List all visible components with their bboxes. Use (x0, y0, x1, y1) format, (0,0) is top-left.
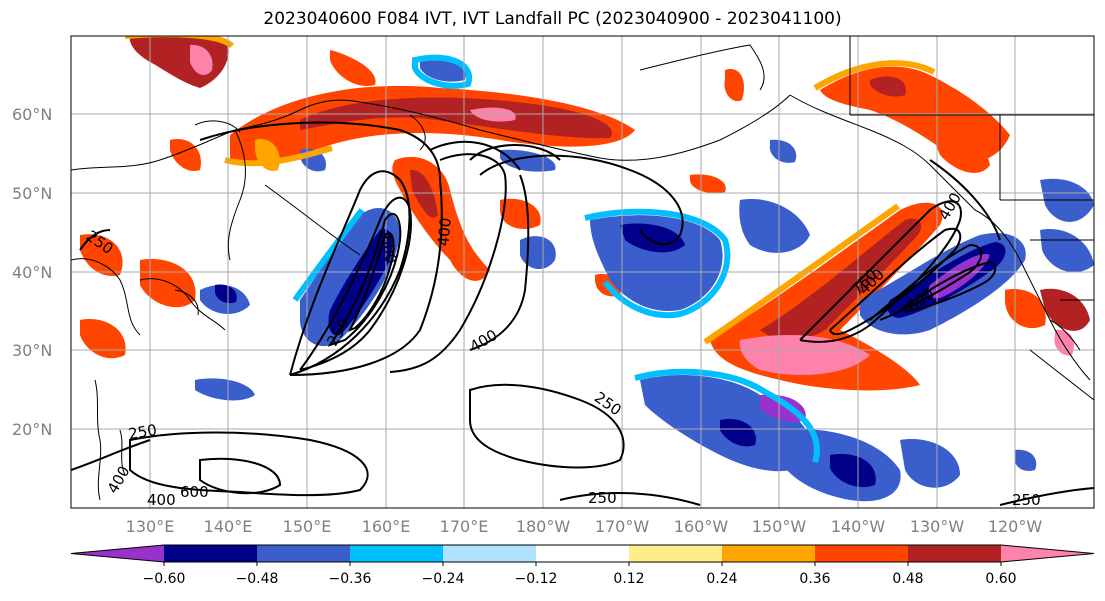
colorbar-swatch (536, 545, 630, 562)
lat-label-40n: 40°N (12, 263, 52, 282)
lat-label-30n: 30°N (12, 341, 52, 360)
lat-label-20n: 20°N (12, 420, 52, 439)
contour-label: 250 (127, 421, 158, 444)
map-frame (70, 35, 1095, 509)
colorbar-swatch (257, 545, 351, 562)
lon-label: 130°E (126, 517, 175, 536)
colorbar-tick-label: 0.36 (799, 571, 830, 587)
colorbar-tick-label: 0.48 (892, 571, 923, 587)
longitude-labels: 130°E 140°E 150°E 160°E 170°E 180°W 170°… (126, 517, 1043, 536)
map-panel: 250 400 600 400 250 400 250 400 250 400 … (71, 36, 1094, 509)
lon-label: 140°E (204, 517, 253, 536)
lon-label: 160°W (674, 517, 729, 536)
colorbar-tick-label: −0.12 (515, 571, 558, 587)
colorbar-swatch (629, 545, 723, 562)
latitude-labels: 60°N 50°N 40°N 30°N 20°N (12, 105, 52, 439)
colorbar-tick-label: 0.12 (613, 571, 644, 587)
lon-label: 170°E (440, 517, 489, 536)
contour-label: 400 (147, 491, 176, 509)
contour-label: 400 (434, 217, 454, 247)
colorbar-tick-label: −0.36 (329, 571, 372, 587)
lon-label: 180°W (516, 517, 571, 536)
contour-label: 250 (1012, 491, 1041, 509)
colorbar-labels: −0.60 −0.48 −0.36 −0.24 −0.12 0.12 0.24 0.36 0.4… (143, 562, 1017, 587)
lat-label-60n: 60°N (12, 105, 52, 124)
colorbar-tick-label: −0.60 (143, 571, 186, 587)
colorbar-tick-label: −0.48 (236, 571, 279, 587)
lon-label: 120°W (988, 517, 1043, 536)
lat-label-50n: 50°N (12, 184, 52, 203)
lon-label: 150°W (752, 517, 807, 536)
colorbar-tick-label: 0.24 (706, 571, 737, 587)
colorbar-swatch (908, 545, 1002, 562)
colorbar-swatch (164, 545, 258, 562)
colorbar-swatch (443, 545, 537, 562)
weak-anomaly-halos (125, 36, 936, 463)
colorbar-swatch (1001, 545, 1094, 562)
colorbar (70, 544, 1095, 563)
map-title: 2023040600 F084 IVT, IVT Landfall PC (20… (263, 9, 842, 29)
contour-label: 600 (377, 234, 400, 265)
lon-label: 130°W (910, 517, 965, 536)
contour-labels: 250 400 600 400 250 400 250 400 250 400 … (83, 189, 1041, 509)
lon-label: 140°W (831, 517, 886, 536)
colorbar-swatch (71, 545, 164, 562)
coastlines (71, 36, 1094, 501)
contour-label: 250 (588, 489, 617, 507)
colorbar-tick-label: −0.24 (422, 571, 465, 587)
colorbar-tick-label: 0.60 (985, 571, 1016, 587)
colorbar-swatch (815, 545, 909, 562)
lon-label: 170°W (595, 517, 650, 536)
contour-label: 600 (180, 483, 209, 501)
colorbar-swatch (350, 545, 444, 562)
lon-label: 160°E (362, 517, 411, 536)
ivt-contours (71, 121, 1094, 506)
lon-label: 150°E (283, 517, 332, 536)
colorbar-swatch (722, 545, 816, 562)
